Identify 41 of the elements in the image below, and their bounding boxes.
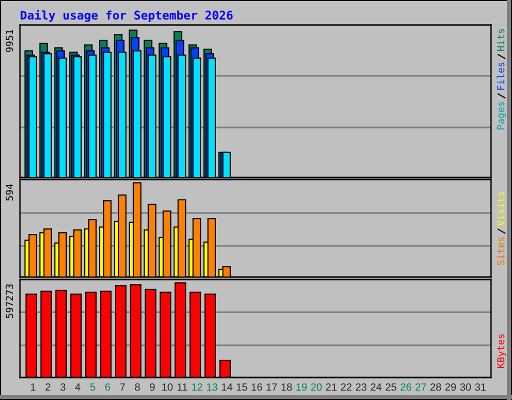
x-tick-label: 16 — [252, 383, 262, 391]
x-tick-label: 9 — [150, 383, 155, 391]
x-tick-label: 20 — [311, 383, 322, 391]
x-tick-label: 26 — [400, 383, 412, 391]
text: KBytes — [497, 334, 506, 368]
text: Visits — [496, 192, 504, 226]
legend-label: Sites — [496, 237, 504, 265]
x-tick-label: 11 — [178, 383, 188, 391]
x-tick-label: 1 — [30, 383, 36, 391]
x-tick-label: 30 — [460, 383, 471, 391]
x-tick-label: 2 — [46, 383, 50, 391]
x-tick-label: 4 — [75, 383, 80, 391]
x-tick-label: 3 — [60, 383, 66, 391]
legend-label: Pages — [497, 102, 506, 130]
x-tick-label: 24 — [370, 383, 382, 391]
legend-label: Files — [496, 62, 504, 90]
x-tick-label: 31 — [475, 383, 486, 391]
x-tick-label: 12 — [192, 383, 202, 391]
x-tick-label: 10 — [162, 383, 173, 391]
text: 597273 — [6, 284, 14, 318]
x-tick-label: 19 — [296, 383, 307, 391]
text: 594 — [6, 184, 14, 201]
chart-title: Daily usage for September 2026 — [20, 10, 233, 22]
x-tick-label: 18 — [282, 383, 292, 391]
x-tick-label: 13 — [207, 383, 218, 391]
x-tick-label: 22 — [340, 383, 352, 391]
text: 9951 — [6, 30, 14, 52]
x-tick-label: 8 — [134, 383, 140, 391]
x-tick-label: 14 — [222, 383, 232, 391]
x-tick-label: 5 — [90, 383, 96, 391]
x-tick-label: 21 — [326, 383, 337, 391]
x-tick-label: 7 — [120, 383, 125, 391]
x-tick-label: 17 — [266, 383, 277, 391]
x-tick-label: 28 — [430, 383, 442, 391]
x-tick-label: 27 — [416, 383, 426, 391]
x-tick-label: 15 — [236, 383, 248, 391]
x-tick-label: 29 — [445, 383, 456, 391]
x-tick-label: 25 — [386, 383, 396, 391]
text: Hits — [496, 29, 504, 51]
x-tick-label: 23 — [356, 383, 366, 391]
x-tick-label: 6 — [105, 383, 110, 391]
